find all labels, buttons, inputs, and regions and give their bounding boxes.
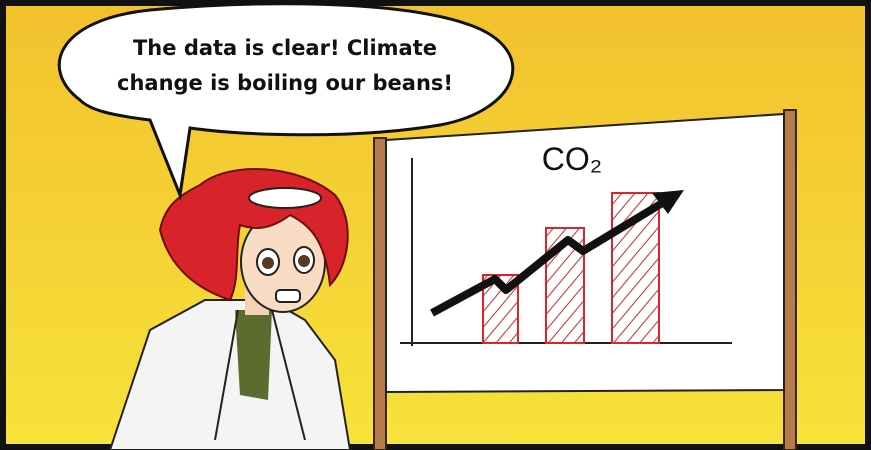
board-post: [784, 110, 796, 450]
speech-line: The data is clear! Climate: [133, 36, 437, 60]
board-post: [374, 138, 386, 450]
whiteboard-label: CO₂: [542, 141, 602, 177]
comic-panel: CO₂ The data is clear! Climate change is…: [0, 0, 871, 450]
speech-line: change is boiling our beans!: [117, 71, 453, 95]
page: {"speech_bubble": {"lines": ["The data i…: [0, 0, 871, 450]
